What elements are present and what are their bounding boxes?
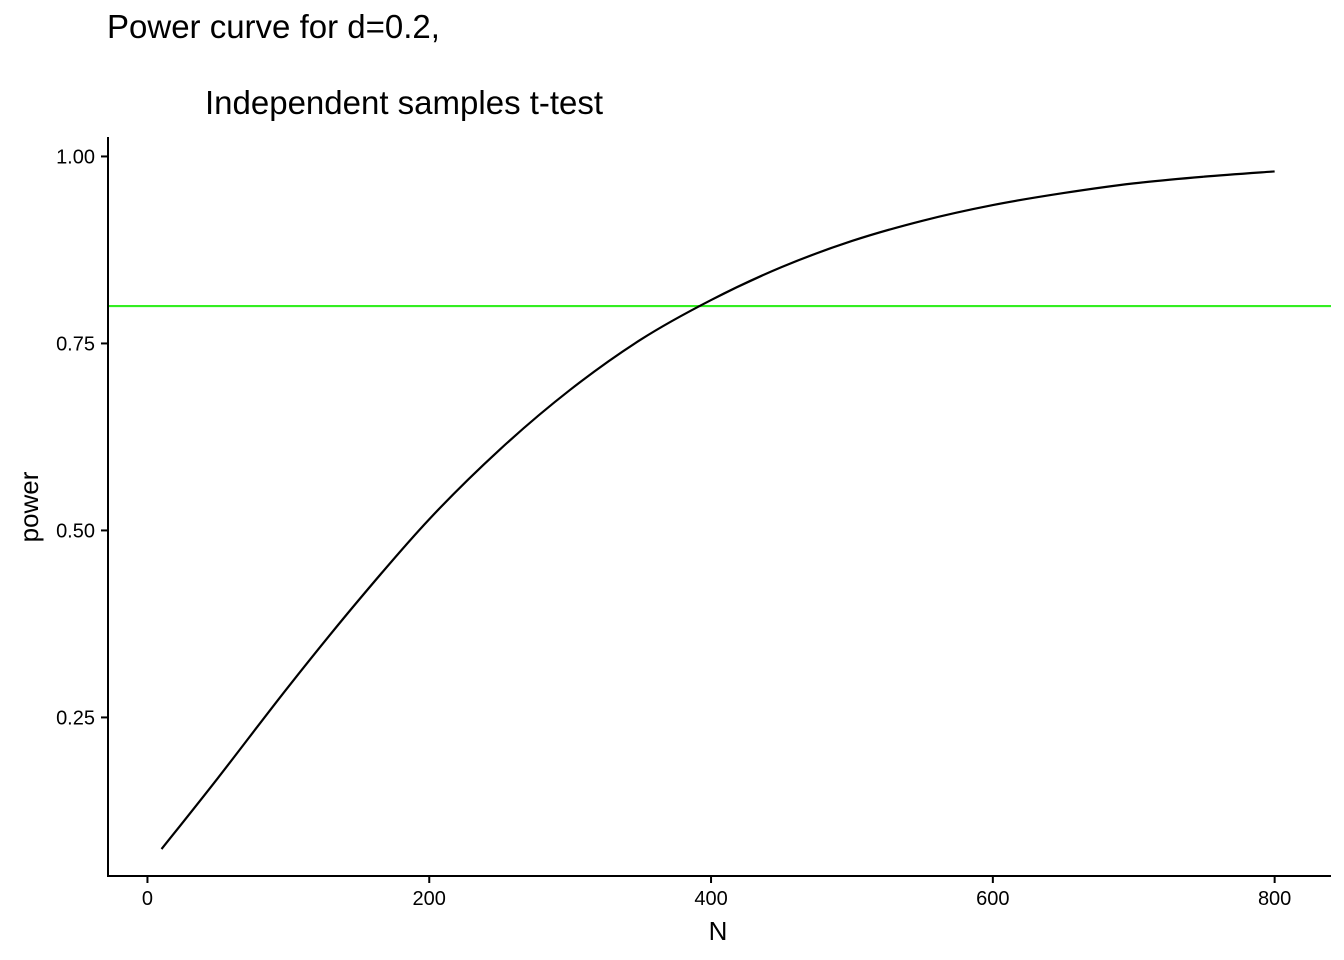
y-tick-label: 0.50 bbox=[56, 520, 95, 542]
x-tick-label: 600 bbox=[976, 888, 1009, 910]
x-tick-label: 0 bbox=[142, 888, 153, 910]
y-axis-title: power bbox=[14, 471, 44, 542]
x-tick-label: 200 bbox=[413, 888, 446, 910]
chart-subtitle: Independent samples t-test bbox=[205, 84, 604, 121]
chart-title: Power curve for d=0.2, bbox=[107, 8, 440, 45]
x-axis-title: N bbox=[709, 916, 728, 946]
y-tick-label: 0.25 bbox=[56, 707, 95, 729]
x-tick-label: 800 bbox=[1258, 888, 1291, 910]
y-tick-label: 0.75 bbox=[56, 333, 95, 355]
y-tick-label: 1.00 bbox=[56, 146, 95, 168]
power-curve-line bbox=[160, 170, 1275, 850]
x-tick-label: 400 bbox=[694, 888, 727, 910]
